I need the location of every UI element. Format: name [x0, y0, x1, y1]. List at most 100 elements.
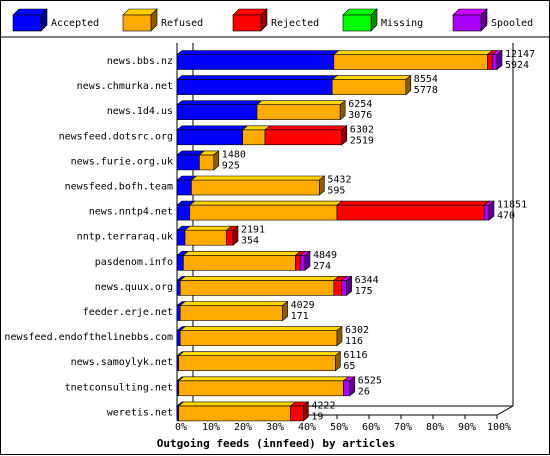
bar-segment-top: [188, 200, 343, 206]
bar-segment-top: [184, 225, 233, 231]
x-tick-label: 10%: [202, 422, 220, 433]
row-label: newsfeed.endofthelinebbs.com: [4, 332, 173, 343]
bar-segment-side: [346, 275, 352, 297]
bar-segment-spooled: [343, 380, 351, 397]
bar-segment-side: [319, 175, 325, 196]
row-label: news.chmurka.net: [77, 81, 173, 92]
row-label: news.1d4.us: [107, 106, 173, 117]
bar-segment-accepted: [176, 330, 181, 346]
bar-segment-accepted: [176, 79, 333, 95]
bar-total-label: 4222: [311, 400, 335, 411]
bar-segment-refused: [331, 79, 407, 95]
bar-segment-accepted: [176, 54, 335, 70]
bar-total-label: 2191: [241, 225, 265, 236]
bar-segment-accepted: [176, 104, 258, 120]
bar-total-label: 8554: [414, 74, 438, 85]
bar-spooled-label: 65: [343, 361, 355, 372]
row-label: news.quux.org: [95, 282, 173, 293]
legend-label: Refused: [161, 18, 203, 29]
floor-right-edge: [496, 405, 514, 416]
bar-segment-rejected: [290, 405, 304, 422]
bar-segment-rejected: [336, 204, 485, 221]
bar-segment-accepted: [176, 229, 186, 246]
bar-segment-refused: [184, 229, 227, 246]
legend-swatch: [232, 14, 262, 32]
legend-swatch: [122, 14, 152, 32]
legend-label: Missing: [381, 18, 423, 29]
bar-spooled-label: 26: [358, 386, 370, 397]
bar-segment-side: [336, 325, 343, 347]
bar-segment-refused: [178, 355, 336, 372]
bar-segment-side: [405, 74, 412, 96]
legend-swatch: [342, 14, 372, 32]
x-tick-label: 20%: [234, 422, 252, 433]
legend-label: Spooled: [491, 18, 533, 29]
bar-total-label: 6116: [343, 350, 367, 361]
bar-segment-side: [488, 200, 495, 221]
bar-segment-spooled: [341, 280, 347, 296]
bar-segment-top: [336, 200, 491, 206]
bar-segment-rejected: [264, 129, 343, 146]
bar-total-label: 6254: [348, 99, 372, 110]
row-label: news.samoylyk.net: [71, 357, 173, 368]
bar-spooled-label: 2519: [350, 135, 374, 146]
bar-segment-side: [282, 300, 288, 322]
bar-segment-refused: [333, 54, 488, 70]
bar-segment-top: [176, 50, 340, 55]
legend-item-rejected: Rejected: [232, 8, 319, 32]
bar-segment-top: [177, 351, 342, 357]
legend-label: Rejected: [271, 18, 319, 29]
bar-segment-top: [179, 276, 340, 281]
bar-segment-rejected: [226, 229, 234, 246]
legend-item-missing: Missing: [342, 8, 423, 32]
bar-segment-refused: [256, 104, 341, 120]
row-labels: news.bbs.nz news.chmurka.net news.1d4.us ne…: [4, 56, 173, 418]
legend-label: Accepted: [51, 18, 99, 29]
row-label: feeder.erje.net: [83, 307, 173, 318]
bar-segment-top: [179, 326, 343, 331]
bar-segment-top: [190, 175, 326, 181]
bar-segment-top: [179, 301, 289, 306]
bar-spooled-label: 925: [222, 160, 240, 171]
bar-segment-top: [256, 100, 347, 105]
bar-total-label: 1480: [222, 149, 246, 160]
row-label: news.nntp4.net: [89, 207, 173, 218]
legend: Accepted Refused Rejected Missing Spooled: [12, 8, 533, 32]
bar-total-label: 6525: [358, 375, 382, 386]
bar-segment-accepted: [176, 179, 192, 196]
bar-segment-side: [339, 100, 346, 121]
bar-total-label: 4849: [313, 250, 337, 261]
bar-segment-refused: [179, 330, 338, 346]
row-label: newsfeed.dotsrc.org: [59, 131, 173, 142]
bar-segment-side: [349, 376, 356, 397]
legend-item-accepted: Accepted: [12, 8, 99, 32]
bar-segment-top: [177, 401, 297, 407]
bar-segment-accepted: [176, 305, 181, 321]
bar-spooled-label: 19: [311, 411, 323, 422]
bar-spooled-label: 171: [291, 311, 309, 322]
bar-segment-refused: [179, 280, 335, 296]
bar-spooled-label: 5778: [414, 85, 438, 96]
bar-segment-top: [182, 251, 302, 256]
bar-segment-accepted: [176, 255, 184, 271]
bar-segment-top: [177, 376, 350, 382]
legend-swatch: [12, 14, 42, 32]
row-label: weretis.net: [107, 407, 173, 418]
legend-swatch: [452, 14, 482, 32]
legend-item-refused: Refused: [122, 8, 203, 32]
